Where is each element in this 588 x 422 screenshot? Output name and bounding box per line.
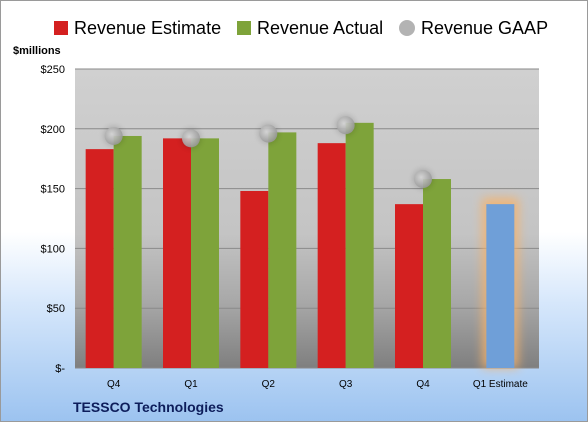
y-tick-label: $100 <box>41 243 65 255</box>
bar-revenue-actual <box>113 135 142 368</box>
legend-swatch-actual <box>237 21 251 35</box>
gaap-marker <box>182 129 200 148</box>
legend: Revenue Estimate Revenue Actual Revenue … <box>1 15 587 41</box>
y-tick-label: $250 <box>41 64 65 76</box>
bar-revenue-actual <box>423 179 451 368</box>
x-tick-label: Q3 <box>339 379 353 390</box>
gaap-marker <box>259 124 278 143</box>
bar-revenue-actual <box>191 138 219 368</box>
x-tick-label: Q4 <box>107 379 121 390</box>
grid <box>75 68 539 369</box>
y-tick-label: $50 <box>47 303 65 315</box>
x-axis: Q4 Q1 Q2 Q3 Q4 Q1 Estimate <box>107 379 528 390</box>
y-axis-title: $millions <box>13 45 61 57</box>
bars <box>85 122 519 368</box>
y-tick-label: $200 <box>41 124 65 136</box>
legend-label-gaap: Revenue GAAP <box>421 17 549 38</box>
legend-item-revenue-actual: Revenue Actual <box>237 15 383 41</box>
gaap-marker <box>336 116 355 135</box>
x-tick-label: Q1 <box>184 379 198 390</box>
bar-revenue-estimate <box>317 143 346 368</box>
gaap-markers <box>103 115 433 190</box>
legend-marker-gaap <box>399 20 415 36</box>
legend-label-estimate: Revenue Estimate <box>74 17 222 38</box>
y-tick-label: $- <box>55 363 65 375</box>
bar-revenue-estimate <box>163 138 191 368</box>
x-tick-label: Q4 <box>416 379 430 390</box>
legend-item-revenue-gaap: Revenue GAAP <box>399 15 548 41</box>
legend-item-revenue-estimate: Revenue Estimate <box>54 15 221 41</box>
gaap-marker <box>414 170 432 189</box>
bar-revenue-estimate <box>85 149 114 368</box>
x-tick-label: Q2 <box>262 379 276 390</box>
bar-revenue-actual <box>345 122 374 368</box>
y-axis: $- $50 $100 $150 $200 $250 <box>41 64 66 375</box>
legend-label-actual: Revenue Actual <box>257 17 384 38</box>
plot-area <box>75 69 539 368</box>
bar-revenue-estimate <box>240 190 269 368</box>
company-name: TESSCO Technologies <box>73 399 224 415</box>
gaap-marker <box>104 126 123 145</box>
x-tick-label: Q1 Estimate <box>473 379 528 390</box>
legend-swatch-estimate <box>54 21 68 35</box>
bar-revenue-actual <box>268 132 297 368</box>
bar-revenue-estimate <box>395 204 423 368</box>
y-tick-label: $150 <box>41 184 65 196</box>
bar-q1-estimate <box>486 204 515 368</box>
